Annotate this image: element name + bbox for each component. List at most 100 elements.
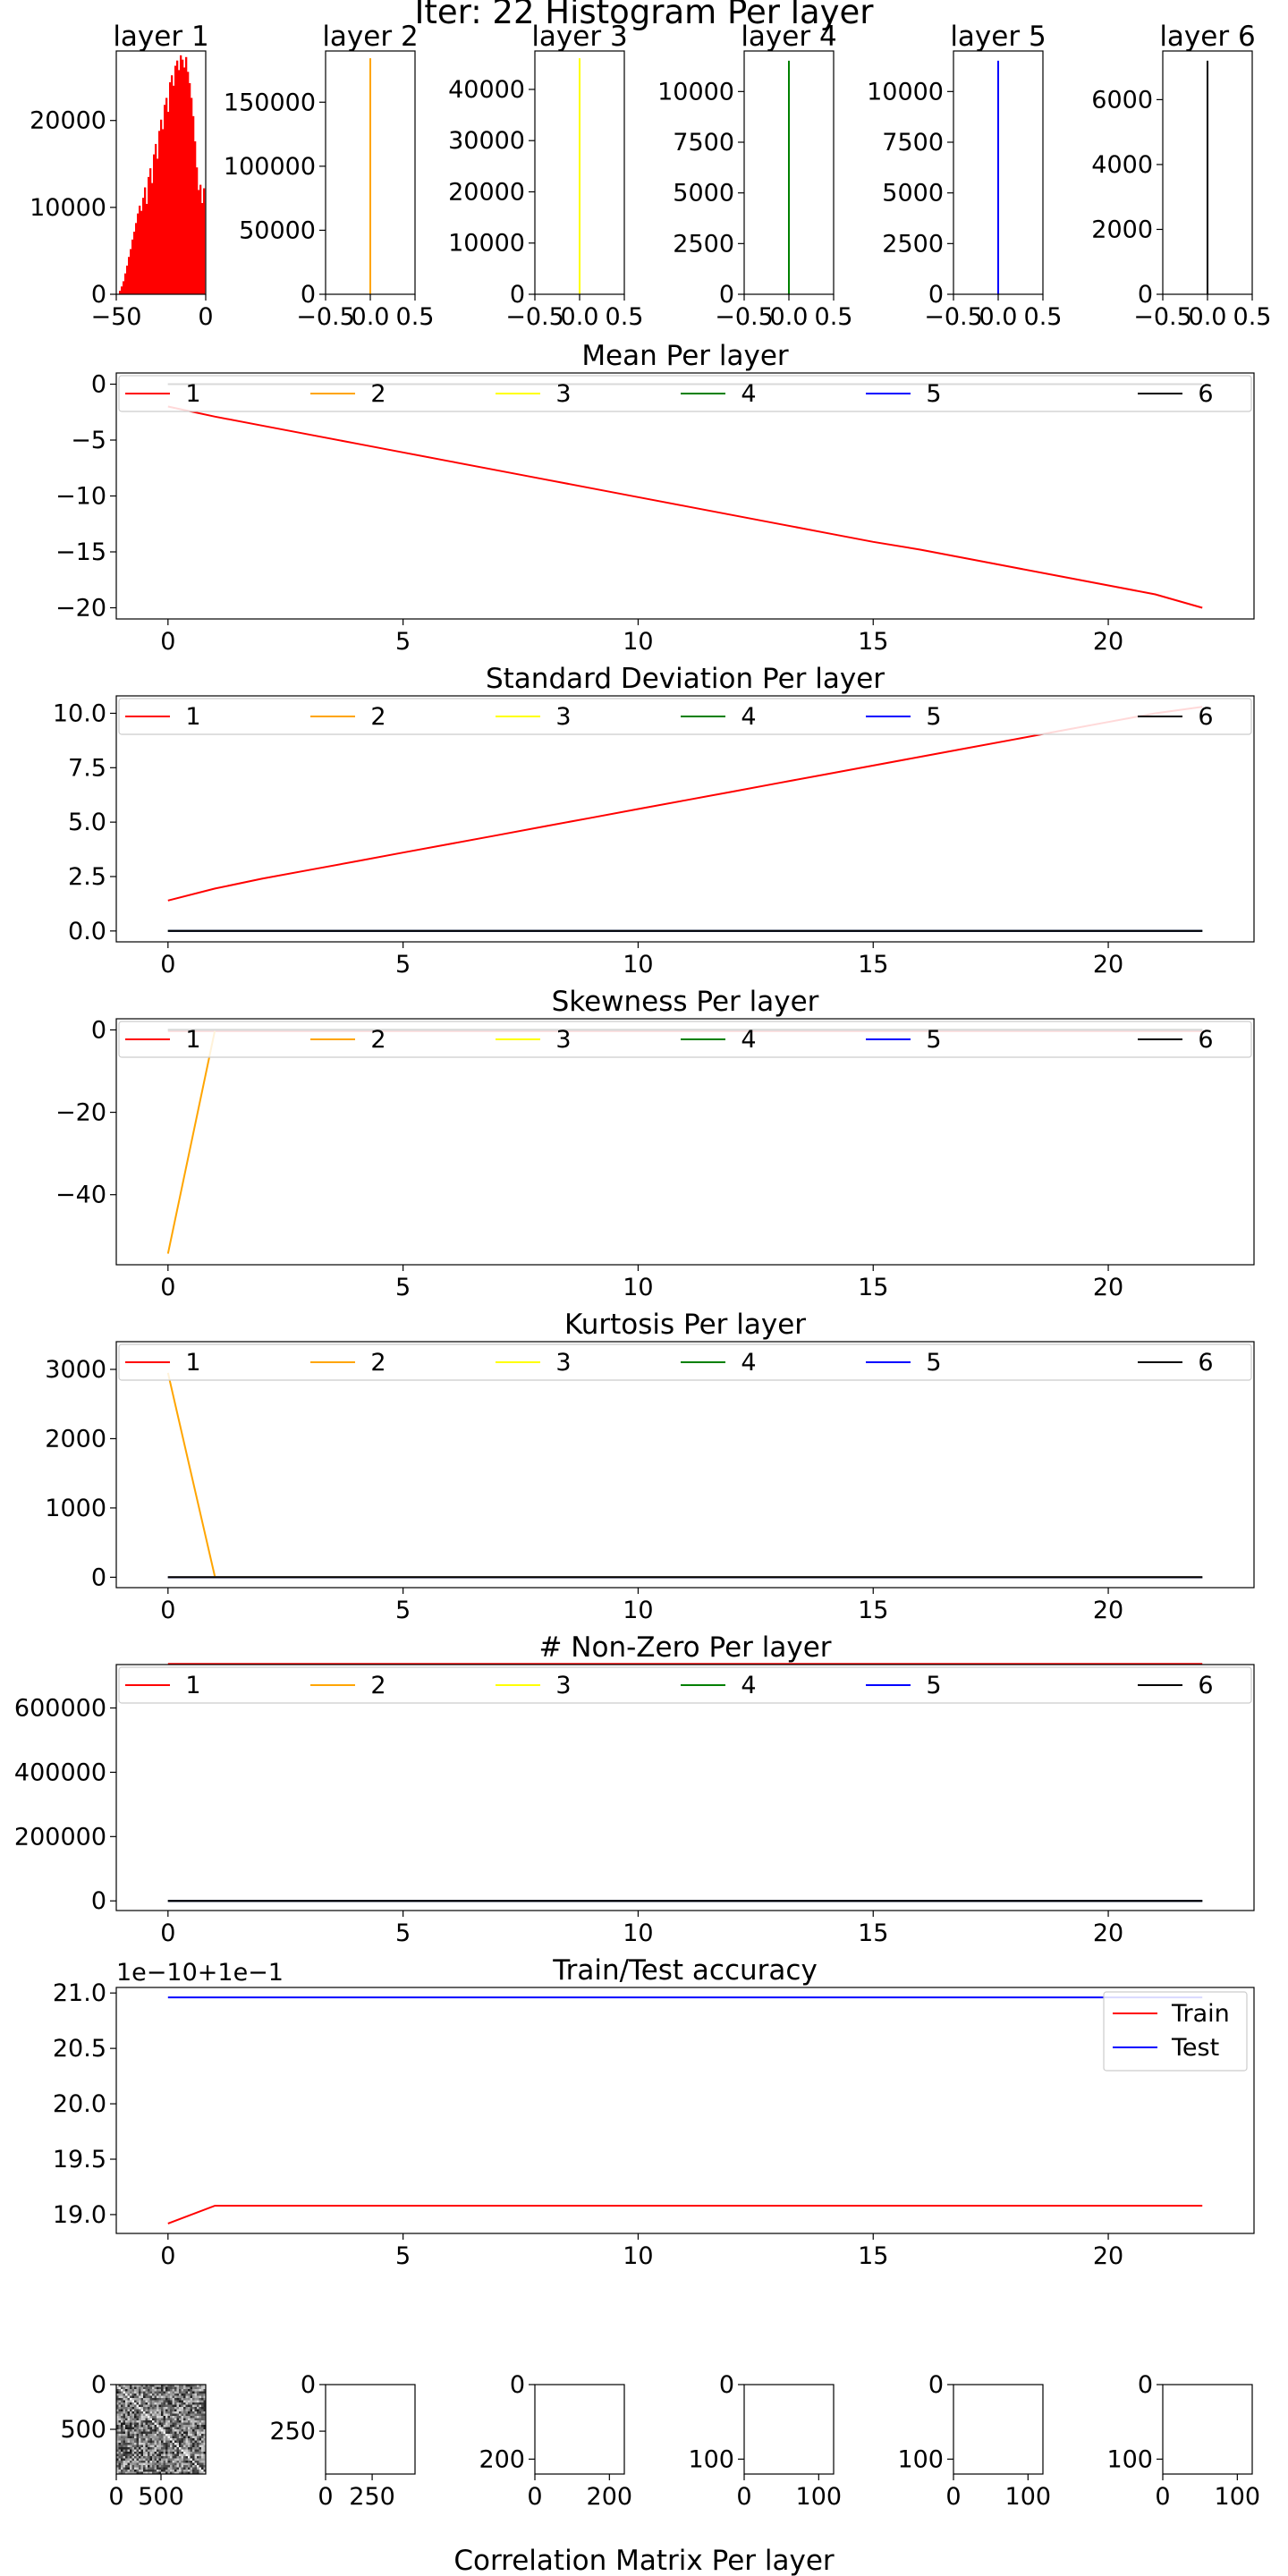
correlation-cell	[157, 2385, 159, 2387]
correlation-cell	[176, 2429, 180, 2432]
histogram-bar	[183, 67, 186, 294]
correlation-cell	[121, 2389, 123, 2392]
y-tick-label: 200	[479, 2445, 525, 2473]
y-tick-label: 100	[897, 2445, 944, 2473]
y-tick-label: 150000	[224, 89, 316, 116]
correlation-cell	[192, 2470, 195, 2472]
legend-label: 4	[741, 1026, 756, 1054]
correlation-cell	[130, 2438, 132, 2441]
correlation-cell	[174, 2413, 177, 2417]
correlation-cell	[194, 2409, 198, 2412]
correlation-cell	[176, 2402, 180, 2405]
correlation-cell	[140, 2391, 144, 2394]
correlation-cell	[154, 2470, 157, 2472]
correlation-cell	[203, 2422, 207, 2426]
correlation-cell	[136, 2465, 140, 2468]
correlation-cell	[152, 2402, 155, 2405]
correlation-cell	[165, 2427, 168, 2430]
histogram-bar	[165, 97, 168, 294]
correlation-cell	[192, 2386, 195, 2390]
correlation-cell	[197, 2411, 199, 2414]
correlation-cell	[130, 2453, 132, 2457]
x-tick-label: 15	[858, 951, 888, 979]
correlation-cell	[121, 2425, 123, 2428]
y-tick-label: 0	[510, 2371, 525, 2399]
correlation-cell	[203, 2456, 207, 2459]
correlation-cell	[143, 2413, 146, 2417]
correlation-cell	[181, 2409, 184, 2412]
correlation-cell	[158, 2389, 162, 2392]
correlation-cell	[148, 2467, 150, 2470]
correlation-cell	[194, 2404, 198, 2408]
correlation-cell	[203, 2418, 207, 2421]
correlation-cell	[176, 2394, 180, 2396]
correlation-cell	[192, 2400, 195, 2403]
correlation-cell	[161, 2453, 164, 2457]
y-tick-label: 0	[1138, 281, 1153, 309]
correlation-cell	[197, 2402, 199, 2405]
correlation-cell	[139, 2420, 141, 2423]
histogram-title: layer 5	[950, 21, 1046, 53]
correlation-cell	[190, 2409, 193, 2412]
correlation-cell	[161, 2389, 164, 2392]
correlation-cell	[167, 2425, 171, 2428]
correlation-cell	[176, 2445, 180, 2448]
correlation-cell	[139, 2458, 141, 2462]
correlation-cell	[185, 2416, 189, 2419]
correlation-cell	[174, 2385, 177, 2387]
correlation-cell	[163, 2386, 166, 2390]
correlation-cell	[176, 2409, 180, 2412]
correlation-cell	[185, 2404, 189, 2408]
correlation-cell	[134, 2465, 137, 2468]
correlation-cell	[149, 2438, 153, 2441]
correlation-cell	[192, 2461, 195, 2463]
correlation-cell	[192, 2452, 195, 2454]
x-tick-label: 20	[1093, 1597, 1123, 1624]
correlation-cell	[121, 2452, 123, 2454]
correlation-cell	[158, 2418, 162, 2421]
correlation-cell	[161, 2429, 164, 2432]
correlation-cell	[149, 2411, 153, 2414]
correlation-cell	[143, 2462, 146, 2466]
correlation-cell	[139, 2452, 141, 2454]
correlation-cell	[139, 2436, 141, 2439]
correlation-cell	[125, 2449, 128, 2453]
correlation-cell	[172, 2425, 175, 2428]
correlation-cell	[139, 2465, 141, 2468]
x-tick-label: 0	[527, 2483, 542, 2511]
correlation-cell	[183, 2429, 186, 2432]
correlation-cell	[183, 2394, 186, 2396]
correlation-cell	[181, 2420, 184, 2423]
correlation-cell	[145, 2471, 148, 2475]
correlation-cell	[183, 2400, 186, 2403]
correlation-cell	[203, 2438, 207, 2441]
correlation-cell	[197, 2398, 199, 2401]
correlation-cell	[148, 2418, 150, 2421]
x-tick-label: 5	[395, 951, 411, 979]
correlation-cell	[201, 2431, 204, 2435]
correlation-cell	[121, 2453, 123, 2457]
correlation-cell	[136, 2445, 140, 2448]
legend-label: 5	[926, 703, 941, 731]
correlation-cell	[176, 2386, 180, 2390]
histogram-bar	[191, 97, 193, 294]
correlation-cell	[203, 2467, 207, 2470]
legend-label: 5	[926, 1349, 941, 1377]
correlation-cell	[165, 2429, 168, 2432]
correlation-cell	[139, 2456, 141, 2459]
x-tick-label: 0	[198, 303, 213, 331]
correlation-cell	[127, 2431, 131, 2435]
correlation-cell	[134, 2411, 137, 2414]
correlation-cell	[190, 2413, 193, 2417]
x-tick-label: 100	[1005, 2483, 1052, 2511]
correlation-cell	[143, 2409, 146, 2412]
correlation-cell	[152, 2462, 155, 2466]
correlation-cell	[203, 2453, 207, 2457]
correlation-cell	[148, 2456, 150, 2459]
correlation-cell	[136, 2452, 140, 2454]
correlation-cell	[130, 2465, 132, 2468]
x-tick-label: 0.5	[815, 303, 853, 331]
correlation-cell	[197, 2443, 199, 2445]
correlation-cell	[197, 2467, 199, 2470]
correlation-cell	[148, 2427, 150, 2430]
